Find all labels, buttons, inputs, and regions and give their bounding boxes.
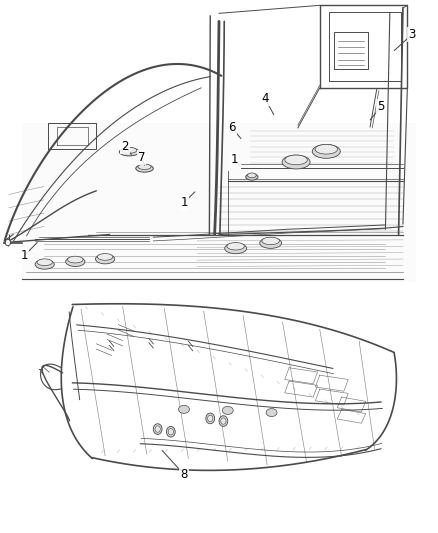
Ellipse shape xyxy=(178,405,189,414)
Ellipse shape xyxy=(121,147,137,154)
Ellipse shape xyxy=(37,259,53,265)
Ellipse shape xyxy=(225,243,247,254)
Ellipse shape xyxy=(138,164,151,169)
Ellipse shape xyxy=(95,254,115,264)
Text: 5: 5 xyxy=(378,100,385,113)
Text: 7: 7 xyxy=(138,151,145,164)
Text: 4: 4 xyxy=(261,92,269,105)
Circle shape xyxy=(208,415,213,422)
Text: 1: 1 xyxy=(230,154,238,166)
Ellipse shape xyxy=(282,155,310,169)
FancyBboxPatch shape xyxy=(22,123,416,282)
Circle shape xyxy=(5,239,11,246)
Ellipse shape xyxy=(97,254,113,260)
Ellipse shape xyxy=(266,408,277,417)
Text: 2: 2 xyxy=(121,140,129,153)
Circle shape xyxy=(166,426,175,437)
Ellipse shape xyxy=(260,238,282,248)
Text: 1: 1 xyxy=(20,249,28,262)
Text: 3: 3 xyxy=(408,28,415,41)
Circle shape xyxy=(153,424,162,434)
Circle shape xyxy=(221,418,226,424)
Circle shape xyxy=(219,416,228,426)
Ellipse shape xyxy=(312,144,340,158)
Ellipse shape xyxy=(262,237,279,245)
Ellipse shape xyxy=(67,256,83,263)
Ellipse shape xyxy=(136,165,153,172)
Text: 8: 8 xyxy=(180,468,187,481)
Ellipse shape xyxy=(315,144,338,154)
Ellipse shape xyxy=(66,257,85,266)
Circle shape xyxy=(206,413,215,424)
Ellipse shape xyxy=(246,174,258,180)
Circle shape xyxy=(155,426,160,432)
Text: 6: 6 xyxy=(228,122,236,134)
Ellipse shape xyxy=(227,243,244,250)
Ellipse shape xyxy=(285,155,307,165)
Ellipse shape xyxy=(223,406,233,415)
Ellipse shape xyxy=(35,260,54,269)
Ellipse shape xyxy=(247,173,256,178)
Text: 1: 1 xyxy=(180,196,188,209)
Ellipse shape xyxy=(119,148,139,156)
Circle shape xyxy=(168,429,173,435)
